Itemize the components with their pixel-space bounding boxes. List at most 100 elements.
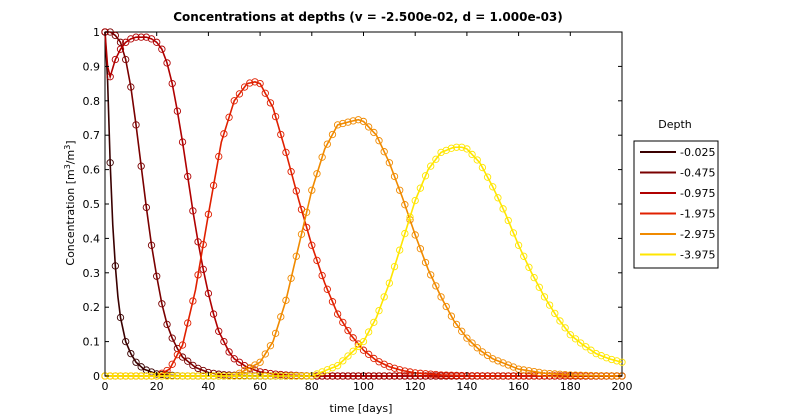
x-tick-label: 100 <box>353 380 374 393</box>
series-point <box>354 372 362 380</box>
series-point <box>127 349 135 358</box>
series-point <box>608 372 616 380</box>
series-point <box>489 355 497 363</box>
series-point <box>230 97 238 105</box>
series-point <box>354 116 362 124</box>
series-point <box>194 271 202 279</box>
series-point <box>365 372 373 380</box>
series-point <box>571 371 580 379</box>
series-point <box>256 79 264 88</box>
series-point <box>225 372 233 380</box>
series-point <box>184 172 192 181</box>
series-point <box>215 372 223 380</box>
series-point <box>561 324 569 332</box>
series-point <box>375 137 383 145</box>
series-point <box>463 334 471 342</box>
series-point <box>344 352 352 360</box>
series-point <box>344 326 352 335</box>
series-point <box>282 148 290 157</box>
series-point <box>530 367 538 376</box>
series-point <box>359 346 368 354</box>
series-point <box>168 79 176 88</box>
series-point <box>328 130 337 139</box>
series-point <box>339 372 347 380</box>
series-point <box>106 73 114 81</box>
legend-label: -0.475 <box>680 167 715 180</box>
series-point <box>287 372 295 380</box>
series-point <box>313 370 321 378</box>
legend: Depth -0.025 -0.475 -0.975 -1.975 -2.975 -3.9… <box>633 118 719 269</box>
series-point <box>349 334 357 342</box>
series-point <box>271 370 280 378</box>
series-point <box>339 119 347 128</box>
series-point <box>401 201 409 209</box>
series-point <box>416 184 425 192</box>
series-point <box>163 320 171 329</box>
series-point <box>199 366 207 375</box>
series-point <box>566 331 574 339</box>
series-point <box>437 148 445 157</box>
y-tick-label: 0.4 <box>83 232 101 245</box>
series-point <box>220 130 228 138</box>
series-point <box>483 372 492 380</box>
series-point <box>535 368 543 377</box>
series-point <box>266 372 275 380</box>
series-point <box>153 272 161 280</box>
series-point <box>127 83 135 91</box>
series-point <box>566 371 574 379</box>
series-point <box>168 360 176 368</box>
series-point <box>592 372 600 380</box>
series-point <box>473 372 481 380</box>
series-point <box>540 293 549 301</box>
series-point <box>530 372 538 380</box>
series-point <box>452 371 461 380</box>
series-point <box>587 371 595 380</box>
series-point <box>545 369 554 378</box>
x-tick-label: 0 <box>102 380 109 393</box>
series-point <box>106 159 114 167</box>
series-point <box>271 112 280 121</box>
series-point <box>158 372 166 380</box>
series-point <box>370 318 378 326</box>
series-point <box>215 152 223 161</box>
series-point <box>251 372 259 380</box>
chart-title: Concentrations at depths (v = -2.500e-02… <box>173 10 563 24</box>
series-point <box>215 327 223 335</box>
series-point <box>111 262 119 270</box>
series-point <box>432 370 440 379</box>
series-point <box>494 194 502 202</box>
series-point <box>137 33 145 41</box>
x-axis-label: time [days] <box>330 402 393 415</box>
series-point <box>437 371 445 379</box>
series-point <box>478 348 487 356</box>
series-point <box>597 352 605 360</box>
series-point <box>406 368 414 376</box>
series-point <box>499 359 507 367</box>
series-point <box>530 273 538 282</box>
series-point <box>194 372 202 380</box>
series-point <box>173 107 182 115</box>
x-tick-label: 40 <box>201 380 215 393</box>
series-point <box>328 364 337 372</box>
series-point <box>478 372 487 380</box>
series-point <box>349 372 357 380</box>
series-point <box>344 118 352 126</box>
series-point <box>344 372 352 380</box>
series-point <box>323 366 331 374</box>
series-point <box>308 186 316 194</box>
series-point <box>178 138 187 146</box>
series-point <box>111 372 119 380</box>
x-tick-label: 80 <box>305 380 319 393</box>
series-point <box>184 372 192 380</box>
series-point <box>328 298 337 306</box>
x-tick-label: 20 <box>150 380 164 393</box>
series-point <box>220 372 228 380</box>
series-point <box>246 372 254 380</box>
series-point <box>576 371 585 379</box>
series-point <box>396 366 404 374</box>
series-point <box>540 369 549 377</box>
series-point <box>189 297 197 305</box>
series-point <box>390 262 399 271</box>
series-point <box>168 334 176 342</box>
series-point <box>489 183 497 191</box>
